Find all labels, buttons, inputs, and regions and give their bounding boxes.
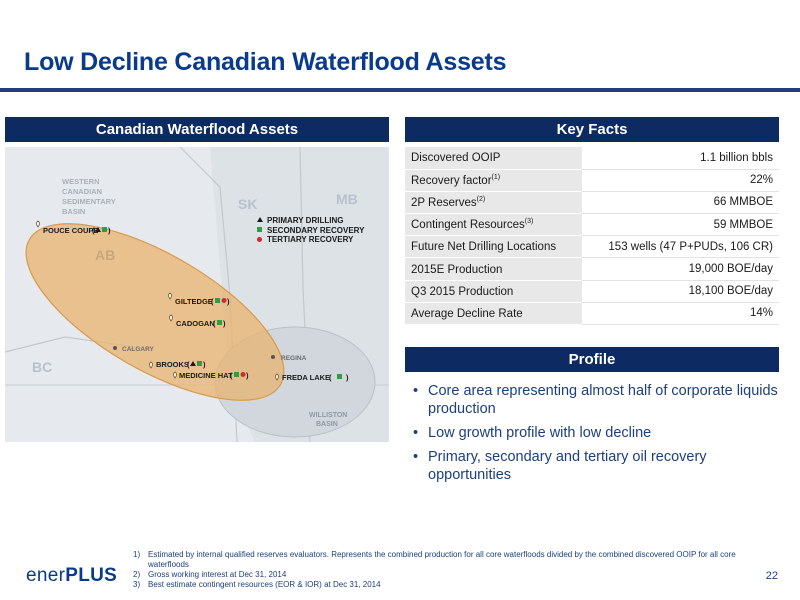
row-value: 22%	[582, 169, 779, 192]
square-icon	[102, 227, 107, 232]
row-value: 59 MMBOE	[582, 213, 779, 237]
asset-label: MEDICINE HAT	[179, 371, 233, 380]
title-divider	[0, 88, 800, 92]
table-row: Discovered OOIP 1.1 billion bbls	[405, 147, 779, 170]
footnote: 3) Best estimate contingent resources (EO…	[133, 580, 381, 589]
row-value: 1.1 billion bbls	[582, 147, 779, 170]
profile-header: Profile	[405, 347, 779, 372]
legend-secondary: SECONDARY RECOVERY	[267, 226, 365, 235]
table-row: Contingent Resources(3) 59 MMBOE	[405, 213, 779, 237]
footnotes: 1) Estimated by internal qualified reserv…	[133, 550, 753, 590]
legend-primary: PRIMARY DRILLING	[267, 216, 343, 225]
map-label-bc: BC	[32, 359, 52, 375]
profile-bullets: Core area representing almost half of co…	[413, 382, 783, 490]
row-label: Discovered OOIP	[405, 147, 582, 170]
map-label-sk: SK	[238, 196, 257, 212]
svg-text:): )	[223, 319, 226, 328]
legend-square-icon	[257, 227, 262, 232]
asset-freda-lake: FREDA LAKE ( )	[275, 373, 349, 382]
asset-label: POUCE COUPE	[43, 226, 98, 235]
square-icon	[337, 374, 342, 379]
list-item: Low growth profile with low decline	[413, 424, 783, 442]
key-facts-table: Discovered OOIP 1.1 billion bbls Recover…	[405, 147, 779, 326]
pin-icon	[168, 292, 172, 300]
map-label-wcsb: WESTERN CANADIAN SEDIMENTARY BASIN	[62, 177, 116, 216]
pin-icon	[36, 220, 40, 228]
table-row: Q3 2015 Production 18,100 BOE/day	[405, 280, 779, 303]
row-value: 19,000 BOE/day	[582, 257, 779, 281]
asset-cadogan: CADOGAN ( )	[169, 314, 226, 328]
footnote: 2) Gross working interest at Dec 31, 2014	[133, 570, 287, 579]
table-row: Average Decline Rate 14%	[405, 302, 779, 326]
circle-icon	[240, 372, 246, 377]
table-row: Recovery factor(1) 22%	[405, 169, 779, 192]
legend-tertiary: TERTIARY RECOVERY	[267, 235, 354, 244]
map-label-ab: AB	[95, 247, 115, 263]
map-label-williston: WILLISTON BASIN	[309, 412, 347, 428]
svg-text:(: (	[230, 371, 233, 380]
svg-text:(: (	[213, 319, 216, 328]
svg-text:(: (	[211, 297, 214, 306]
square-icon	[197, 361, 202, 366]
triangle-icon	[95, 227, 101, 232]
map-city-regina: REGINA	[281, 355, 307, 362]
row-label: 2P Reserves(2)	[405, 191, 582, 215]
page-title: Low Decline Canadian Waterflood Assets	[24, 48, 507, 76]
circle-icon	[221, 298, 227, 303]
table-row: Future Net Drilling Locations 153 wells …	[405, 235, 779, 259]
row-label: Average Decline Rate	[405, 302, 582, 326]
square-icon	[215, 298, 220, 303]
row-value: 14%	[582, 302, 779, 326]
table-row: 2P Reserves(2) 66 MMBOE	[405, 191, 779, 215]
row-label: Future Net Drilling Locations	[405, 235, 582, 259]
svg-text:): )	[246, 371, 249, 380]
asset-label: GILTEDGE	[175, 297, 213, 306]
map-label-mb: MB	[336, 191, 358, 207]
page-number: 22	[765, 570, 778, 582]
pin-icon	[275, 373, 279, 381]
row-value: 66 MMBOE	[582, 191, 779, 215]
asset-map: WESTERN CANADIAN SEDIMENTARY BASIN SK MB AB…	[5, 147, 389, 442]
row-label: 2015E Production	[405, 257, 582, 281]
square-icon	[234, 372, 239, 377]
triangle-icon	[190, 361, 196, 366]
row-label: Q3 2015 Production	[405, 280, 582, 303]
svg-text:(: (	[92, 226, 95, 235]
row-label: Contingent Resources(3)	[405, 213, 582, 237]
pin-icon	[169, 314, 173, 322]
svg-text:): )	[108, 226, 111, 235]
svg-text:): )	[227, 297, 230, 306]
square-icon	[217, 320, 222, 325]
asset-brooks: BROOKS ( )	[149, 360, 206, 369]
legend-triangle-icon	[257, 217, 263, 222]
asset-giltedge: GILTEDGE ( )	[168, 292, 230, 306]
asset-label: BROOKS	[156, 360, 189, 369]
asset-label: FREDA LAKE	[282, 373, 330, 382]
row-value: 18,100 BOE/day	[582, 280, 779, 303]
pin-icon	[149, 361, 153, 369]
list-item: Core area representing almost half of co…	[413, 382, 783, 418]
svg-text:(: (	[187, 360, 190, 369]
svg-text:): )	[346, 373, 349, 382]
asset-label: CADOGAN	[176, 319, 215, 328]
enerplus-logo: enerPLUS	[26, 565, 118, 586]
row-value: 153 wells (47 P+PUDs, 106 CR)	[582, 235, 779, 259]
key-facts-header: Key Facts	[405, 117, 779, 142]
footnote: 1) Estimated by internal qualified reserv…	[133, 550, 736, 569]
map-panel-header: Canadian Waterflood Assets	[5, 117, 389, 142]
row-label: Recovery factor(1)	[405, 169, 582, 192]
pin-icon	[173, 371, 177, 379]
table-row: 2015E Production 19,000 BOE/day	[405, 257, 779, 281]
legend-circle-icon	[257, 237, 262, 242]
map-city-calgary: CALGARY	[122, 346, 155, 353]
svg-text:): )	[203, 360, 206, 369]
list-item: Primary, secondary and tertiary oil reco…	[413, 448, 783, 484]
asset-pouce-coupe: POUCE COUPE ( )	[36, 220, 111, 235]
svg-text:(: (	[329, 373, 332, 382]
asset-medicine-hat: MEDICINE HAT ( )	[173, 371, 249, 380]
